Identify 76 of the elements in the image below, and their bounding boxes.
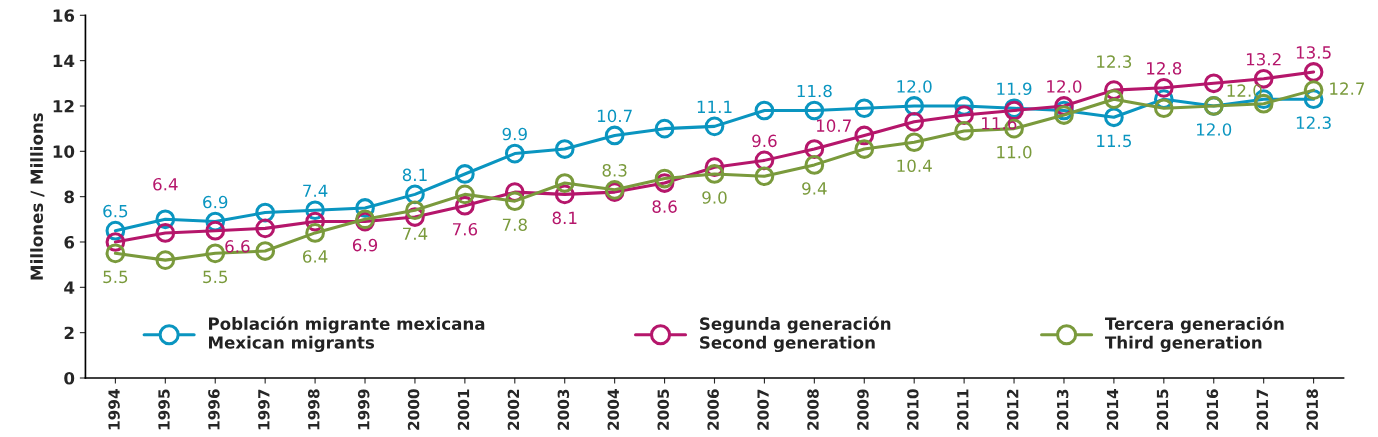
data-label: 7.6 [452, 222, 478, 236]
x-tick-label: 2010 [907, 389, 919, 430]
data-label: 5.5 [103, 270, 128, 284]
y-tick-label: 4 [64, 281, 75, 294]
x-tick-label: 1999 [357, 389, 370, 430]
data-label: 12.0 [1227, 84, 1262, 97]
data-label: 12.3 [1296, 116, 1331, 130]
data-label: 9.0 [702, 191, 727, 204]
y-tick-label: 8 [64, 190, 74, 204]
data-label: 10.4 [897, 159, 932, 173]
x-tick-label: 2009 [857, 389, 869, 430]
x-tick-label: 1995 [158, 389, 170, 430]
y-tick-label: 10 [53, 145, 75, 158]
data-label: 11.1 [697, 100, 732, 113]
x-tick-label: 1998 [307, 389, 320, 430]
legend-label: Población migrante mexicana Mexican migrants [209, 316, 485, 353]
data-label: 10.7 [597, 109, 632, 123]
data-label: 10.7 [816, 119, 851, 132]
data-label: 6.4 [153, 177, 178, 191]
x-tick-label: 2015 [1156, 389, 1169, 430]
legend-label: Segunda generación Second generation [700, 316, 891, 353]
x-tick-label: 2012 [1006, 389, 1019, 430]
data-label: 7.8 [502, 218, 527, 232]
data-label: 12.8 [1147, 62, 1182, 75]
legend-label: Tercera generación Third generation [1105, 316, 1284, 353]
data-label: 9.6 [752, 134, 777, 148]
x-tick-label: 2000 [407, 389, 420, 430]
data-label: 6.6 [225, 240, 250, 253]
x-tick-label: 2011 [957, 389, 969, 430]
x-tick-label: 2005 [657, 389, 669, 430]
data-label: 11.8 [797, 84, 832, 98]
x-tick-label: 2006 [707, 389, 719, 430]
x-tick-label: 2013 [1056, 389, 1069, 430]
y-axis-title: Millones / Millions [30, 113, 45, 280]
data-label: 8.6 [652, 200, 677, 213]
data-label: 11.5 [1097, 134, 1131, 148]
data-label: 9.9 [502, 127, 527, 141]
y-tick-label: 2 [64, 326, 74, 339]
data-label: 11.9 [997, 82, 1032, 96]
y-tick-label: 0 [64, 371, 75, 385]
x-tick-label: 1997 [258, 389, 270, 430]
y-tick-label: 12 [53, 99, 74, 113]
data-label: 12.7 [1330, 82, 1365, 95]
data-label: 13.2 [1246, 52, 1281, 66]
data-label: 7.4 [303, 184, 328, 197]
x-tick-label: 2018 [1306, 389, 1319, 430]
y-tick-label: 14 [53, 54, 75, 67]
x-tick-label: 2003 [557, 389, 570, 430]
x-tick-label: 2007 [757, 389, 769, 430]
data-label: 11.0 [997, 145, 1032, 159]
data-label: 12.0 [897, 80, 932, 93]
data-label: 6.4 [303, 250, 328, 263]
y-tick-label: 6 [64, 235, 75, 249]
x-tick-label: 2001 [457, 389, 470, 430]
x-tick-label: 2017 [1256, 389, 1269, 430]
x-tick-label: 1996 [208, 389, 220, 430]
data-label: 12.0 [1197, 123, 1232, 136]
data-label: 12.0 [1047, 80, 1082, 93]
x-tick-label: 2016 [1206, 389, 1219, 430]
data-label: 8.3 [602, 164, 627, 177]
y-tick-label: 16 [53, 9, 75, 22]
data-label: 5.5 [203, 270, 228, 284]
data-label: 7.4 [403, 227, 428, 240]
x-tick-label: 1994 [108, 389, 120, 430]
data-label: 8.1 [402, 168, 427, 182]
data-label: 8.1 [552, 211, 577, 225]
x-tick-label: 2014 [1106, 389, 1119, 430]
data-label: 6.5 [103, 204, 128, 218]
x-tick-label: 2002 [507, 389, 520, 430]
data-label: 13.5 [1296, 46, 1331, 59]
data-label: 6.9 [203, 195, 228, 209]
data-label: 12.3 [1097, 55, 1132, 68]
x-tick-label: 2008 [807, 389, 819, 430]
data-label: 6.9 [352, 238, 378, 252]
x-tick-label: 2004 [607, 389, 620, 430]
data-label: 9.4 [802, 182, 827, 195]
